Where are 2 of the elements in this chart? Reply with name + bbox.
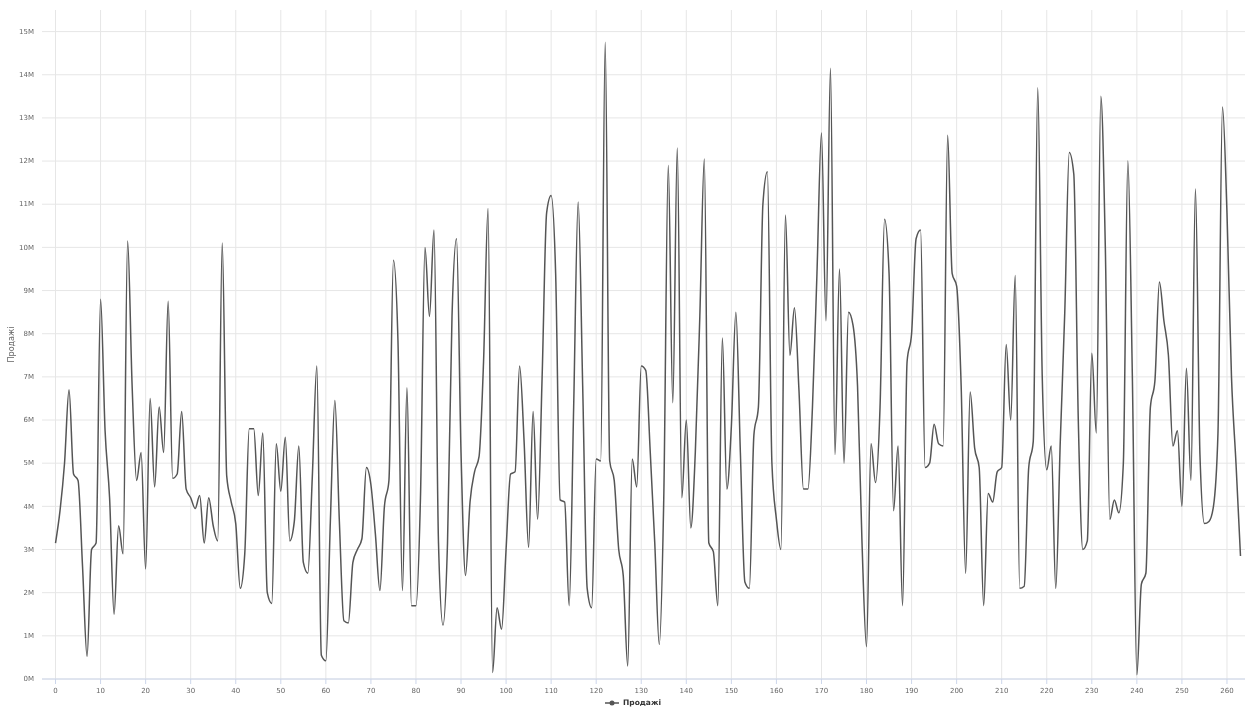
y-axis-title: Продажі [7, 326, 16, 363]
line-series [54, 41, 1242, 676]
